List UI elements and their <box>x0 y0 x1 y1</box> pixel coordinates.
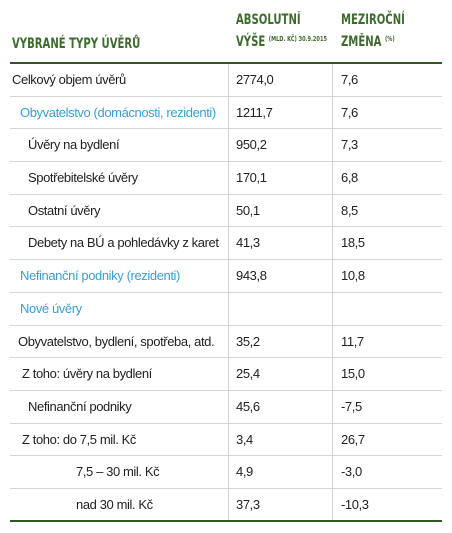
value-cell: 943,8 <box>236 268 267 284</box>
row-label: Debety na BÚ a pohledávky z karet <box>28 235 219 251</box>
table-row: Nefinanční podniky 45,6 -7,5 <box>10 390 442 424</box>
change-cell: 18,5 <box>341 235 365 251</box>
change-cell: 10,8 <box>341 268 365 284</box>
value-cell: 1211,7 <box>236 104 273 120</box>
value-cell: 35,2 <box>236 333 260 349</box>
table-row: Obyvatelstvo, bydlení, spotřeba, atd. 35,… <box>10 325 442 359</box>
row-label: Z toho: do 7,5 mil. Kč <box>22 431 137 447</box>
table-row: Nefinanční podniky (rezidenti) 943,8 10,8 <box>10 260 442 293</box>
column-subtitle: VÝŠE (MLD. KČ) 30.9.2015 <box>236 34 327 50</box>
row-label: Úvěry na bydlení <box>28 137 120 153</box>
header-rule <box>10 62 442 64</box>
change-cell: 7,6 <box>341 72 358 87</box>
column-note: (MLD. KČ) 30.9.2015 <box>268 35 327 43</box>
table-row: Z toho: úvěry na bydlení 25,4 15,0 <box>10 358 442 391</box>
value-cell: 41,3 <box>236 235 260 251</box>
row-label: Obyvatelstvo, bydlení, spotřeba, atd. <box>18 333 215 349</box>
table-row: Debety na BÚ a pohledávky z karet 41,3 18,… <box>10 227 442 261</box>
row-label: Spotřebitelské úvěry <box>28 170 138 186</box>
table-row: Nové úvěry <box>10 292 442 326</box>
column-title: ABSOLUTNÍ <box>236 12 301 28</box>
row-label: nad 30 mil. Kč <box>76 496 153 512</box>
column-subtitle-text: VÝŠE <box>236 34 266 50</box>
value-cell: 45,6 <box>236 398 260 414</box>
bottom-rule <box>10 520 442 522</box>
change-cell: -7,5 <box>341 398 362 414</box>
value-cell: 2774,0 <box>236 72 274 87</box>
row-label: 7,5 – 30 mil. Kč <box>76 464 160 480</box>
change-cell: 15,0 <box>341 366 365 382</box>
column-subtitle-text: ZMĚNA <box>341 34 382 50</box>
change-cell: 26,7 <box>341 431 365 447</box>
change-cell: 7,6 <box>341 104 358 120</box>
change-cell: 11,7 <box>341 333 364 349</box>
change-cell: -3,0 <box>341 464 362 480</box>
table-row: Spotřebitelské úvěry 170,1 6,8 <box>10 162 442 195</box>
row-label: Nové úvěry <box>20 300 82 316</box>
change-cell: 7,3 <box>341 137 358 153</box>
value-cell: 37,3 <box>236 496 260 512</box>
row-label: Obyvatelstvo (domácnosti, rezidenti) <box>20 104 216 120</box>
change-cell: 8,5 <box>341 202 358 218</box>
table-row: Úvěry na bydlení 950,2 7,3 <box>10 129 442 163</box>
table-row: 7,5 – 30 mil. Kč 4,9 -3,0 <box>10 456 442 489</box>
value-cell: 950,2 <box>236 137 267 153</box>
table: Celkový objem úvěrů 2774,0 7,6 Obyvatelstvo… <box>10 64 442 522</box>
row-label: Celkový objem úvěrů <box>12 72 126 87</box>
table-row: Z toho: do 7,5 mil. Kč 3,4 26,7 <box>10 423 442 457</box>
table-row: Celkový objem úvěrů 2774,0 7,6 <box>10 64 442 97</box>
value-cell: 170,1 <box>236 170 267 186</box>
value-cell: 4,9 <box>236 464 253 480</box>
table-title: VYBRANÉ TYPY ÚVĚRŮ <box>12 36 141 52</box>
change-cell: 6,8 <box>341 170 358 186</box>
row-label: Nefinanční podniky (rezidenti) <box>20 268 180 284</box>
change-cell: -10,3 <box>341 496 369 512</box>
row-label: Ostatní úvěry <box>28 202 101 218</box>
column-note: (%) <box>384 35 395 43</box>
table-row: Obyvatelstvo (domácnosti, rezidenti) 1211… <box>10 96 442 130</box>
row-label: Nefinanční podniky <box>28 398 132 414</box>
table-row: nad 30 mil. Kč 37,3 -10,3 <box>10 488 442 522</box>
value-cell: 3,4 <box>236 431 253 447</box>
table-row: Ostatní úvěry 50,1 8,5 <box>10 194 442 228</box>
column-subtitle: ZMĚNA (%) <box>341 34 395 50</box>
row-label: Z toho: úvěry na bydlení <box>22 366 152 382</box>
value-cell: 25,4 <box>236 366 260 382</box>
value-cell: 50,1 <box>236 202 260 218</box>
column-title: MEZIROČNÍ <box>341 12 405 28</box>
